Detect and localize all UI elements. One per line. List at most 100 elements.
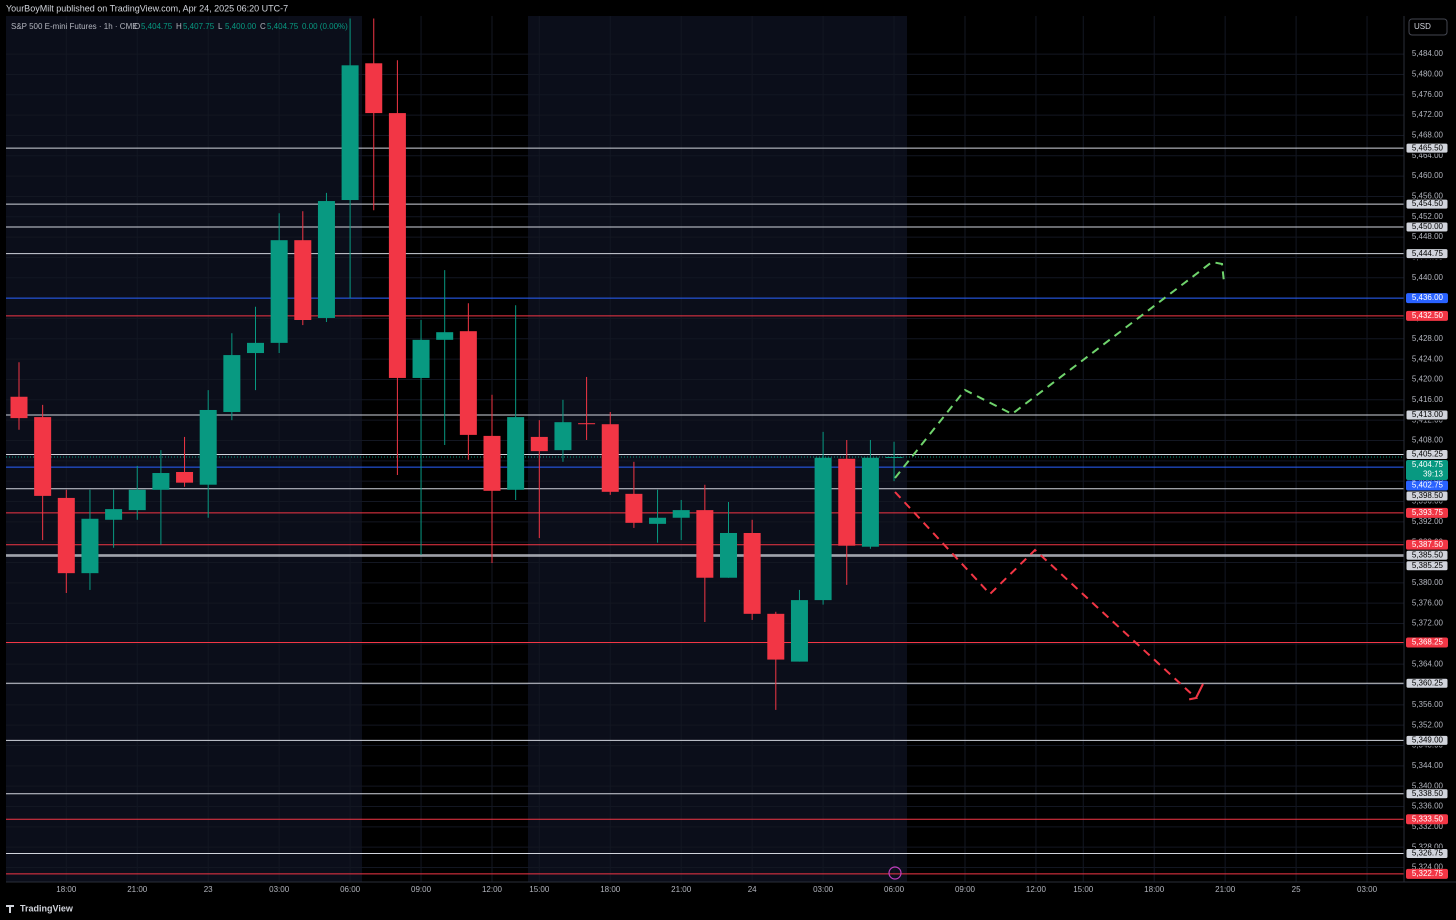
body [767,613,785,660]
price-label-box [1406,310,1448,321]
x-tick-label: 09:00 [411,885,432,894]
y-tick-label: 5,356.00 [1412,700,1444,709]
y-tick-label: 5,380.00 [1412,578,1444,587]
x-tick-label: 12:00 [1026,885,1047,894]
body [530,436,548,452]
x-tick-label: 03:00 [1357,885,1378,894]
body [341,65,359,201]
x-tick-label: 18:00 [1144,885,1165,894]
y-tick-label: 5,392.00 [1412,517,1444,526]
y-tick-label: 5,324.00 [1412,863,1444,872]
body [696,510,714,578]
body [128,489,146,511]
x-tick-label: 21:00 [671,885,692,894]
legend-value: 5,404.75 [267,22,299,31]
price-label: 5,398.50 [1412,491,1444,500]
y-tick-label: 5,464.00 [1412,151,1444,160]
time-axis: 18:00 21:00 23 03:00 06:00 09:00 12:00 15:00 18:… [56,885,1377,894]
legend-key: H [176,22,182,31]
body [317,201,335,318]
price-label-box [1406,293,1448,304]
body [34,417,52,496]
body [176,471,194,483]
y-tick-label: 5,376.00 [1412,598,1444,607]
y-tick-label: 5,340.00 [1412,781,1444,790]
y-tick-label: 5,344.00 [1412,761,1444,770]
price-label-box [1406,814,1448,825]
x-tick-label: 21:00 [127,885,148,894]
x-tick-label: 06:00 [884,885,905,894]
y-tick-label: 5,372.00 [1412,619,1444,628]
y-tick-label: 5,428.00 [1412,334,1444,343]
x-tick-label: 24 [748,885,757,894]
price-label: 5,413.00 [1412,410,1444,419]
y-tick-label: 5,472.00 [1412,110,1444,119]
price-label: 5,454.50 [1412,199,1444,208]
y-tick-label: 5,456.00 [1412,192,1444,201]
price-axis: 5,484.00 5,480.00 5,476.00 5,472.00 5,468.00… [1405,49,1449,879]
currency[interactable]: USD [1414,22,1431,31]
price-label-box [1405,142,1449,154]
body [814,457,832,601]
body [199,409,217,485]
y-tick-label: 5,336.00 [1412,802,1444,811]
y-tick-label: 5,480.00 [1412,70,1444,79]
event-icon[interactable] [888,866,902,880]
x-tick-label: 21:00 [1215,885,1236,894]
body [578,423,596,425]
body [885,457,903,458]
price-label: 5,333.50 [1412,814,1444,823]
price-label-box [1405,409,1449,421]
price-label-box [1406,637,1448,648]
brand: TradingView [20,903,74,913]
x-tick-label: 06:00 [340,885,361,894]
price-label: 5,465.50 [1412,143,1444,152]
price-label: 5,393.75 [1412,508,1444,517]
x-tick-label: 03:00 [269,885,290,894]
candles [10,18,903,710]
price-label: 5,402.75 [1412,481,1444,490]
legend-value: 5,400.00 [225,22,257,31]
body [483,435,501,491]
price-label-box [1405,198,1449,210]
body [105,509,123,520]
legend-value: 5,404.75 [141,22,173,31]
x-tick-label: 15:00 [1073,885,1094,894]
price-label: 5,349.00 [1412,736,1444,745]
price-label-box [1405,677,1449,689]
brand-logo [6,905,14,913]
body [743,532,761,614]
price-label-box [1406,868,1448,879]
price-label-box [1405,448,1449,460]
ohlc-legend: O 5,404.75 H 5,407.75 L 5,400.00 C 5,404.75 0.00… [134,22,348,31]
y-tick-label: 5,364.00 [1412,659,1444,668]
legend-value: 5,407.75 [183,22,215,31]
body [247,342,264,354]
countdown: 39:13 [1423,470,1444,479]
x-tick-label: 03:00 [813,885,834,894]
price-label: 5,322.75 [1412,869,1444,878]
price-label: 5,385.25 [1412,561,1444,570]
legend-key: L [218,22,223,31]
projection-down [894,491,1199,701]
price-label: 5,385.50 [1412,550,1444,559]
body [223,355,241,413]
grid [6,16,1404,882]
body [861,457,879,547]
price-label: 5,432.50 [1412,311,1444,320]
legend-key: C [260,22,266,31]
price-label-box [1405,560,1449,572]
body [720,532,737,578]
y-tick-label: 5,328.00 [1412,842,1444,851]
price-label-box [1405,248,1449,260]
currency-button[interactable] [1408,18,1448,36]
price-label: 5,368.25 [1412,638,1444,647]
body [365,63,383,114]
y-tick-label: 5,476.00 [1412,90,1444,99]
legend-key: O [134,22,140,31]
price-label: 5,436.00 [1412,293,1444,302]
legend-change: 0.00 (0.00%) [302,22,348,31]
y-tick-label: 5,424.00 [1412,354,1444,363]
